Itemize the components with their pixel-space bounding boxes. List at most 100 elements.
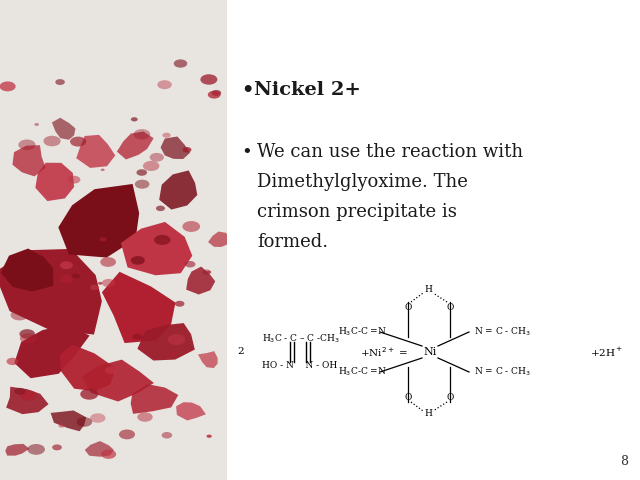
Text: H$_3$C-C =N: H$_3$C-C =N xyxy=(338,366,387,378)
Ellipse shape xyxy=(80,389,99,400)
Ellipse shape xyxy=(90,285,99,290)
Ellipse shape xyxy=(136,169,147,176)
Text: O: O xyxy=(446,302,454,312)
Bar xyxy=(0,0,227,480)
Ellipse shape xyxy=(81,330,87,334)
Polygon shape xyxy=(117,132,154,159)
Ellipse shape xyxy=(202,269,211,275)
Ellipse shape xyxy=(170,352,176,356)
Polygon shape xyxy=(58,184,139,258)
Polygon shape xyxy=(159,170,197,210)
Polygon shape xyxy=(161,136,190,159)
Polygon shape xyxy=(82,360,154,401)
Polygon shape xyxy=(5,444,29,456)
Ellipse shape xyxy=(101,450,116,459)
Ellipse shape xyxy=(52,444,62,450)
Ellipse shape xyxy=(19,329,35,339)
Ellipse shape xyxy=(150,153,164,162)
Polygon shape xyxy=(84,441,114,457)
Ellipse shape xyxy=(162,432,172,439)
Ellipse shape xyxy=(70,137,86,146)
Ellipse shape xyxy=(156,205,165,211)
Ellipse shape xyxy=(44,136,61,146)
Ellipse shape xyxy=(131,256,145,265)
Text: H: H xyxy=(424,286,432,295)
Ellipse shape xyxy=(175,301,184,307)
Text: N = C - CH$_3$: N = C - CH$_3$ xyxy=(474,366,531,378)
Polygon shape xyxy=(76,135,115,168)
Ellipse shape xyxy=(68,176,81,183)
Text: O: O xyxy=(404,393,412,401)
Polygon shape xyxy=(121,222,192,275)
Ellipse shape xyxy=(11,310,28,321)
Polygon shape xyxy=(176,402,206,420)
Text: crimson precipitate is: crimson precipitate is xyxy=(257,203,457,221)
Text: 8: 8 xyxy=(620,455,628,468)
Ellipse shape xyxy=(100,257,116,267)
Polygon shape xyxy=(102,272,175,343)
Polygon shape xyxy=(51,410,86,432)
Ellipse shape xyxy=(6,358,19,365)
Polygon shape xyxy=(60,345,116,391)
Polygon shape xyxy=(12,145,45,177)
Text: O: O xyxy=(404,302,412,312)
Text: O: O xyxy=(446,393,454,401)
Ellipse shape xyxy=(58,424,65,428)
Polygon shape xyxy=(186,266,215,295)
Ellipse shape xyxy=(157,80,172,89)
Ellipse shape xyxy=(207,434,212,438)
Ellipse shape xyxy=(173,60,188,68)
Ellipse shape xyxy=(185,261,195,267)
Ellipse shape xyxy=(55,79,65,85)
Text: H: H xyxy=(424,409,432,419)
Ellipse shape xyxy=(90,413,106,423)
Ellipse shape xyxy=(212,90,221,96)
Text: HO - N    N - OH: HO - N N - OH xyxy=(262,360,337,370)
Text: formed.: formed. xyxy=(257,233,328,251)
Ellipse shape xyxy=(105,366,116,374)
Text: N = C - CH$_3$: N = C - CH$_3$ xyxy=(474,326,531,338)
Ellipse shape xyxy=(182,147,191,153)
Ellipse shape xyxy=(98,282,102,285)
Ellipse shape xyxy=(100,168,105,171)
Polygon shape xyxy=(14,325,90,378)
Polygon shape xyxy=(52,118,76,140)
Ellipse shape xyxy=(131,117,138,121)
Ellipse shape xyxy=(154,235,170,245)
Polygon shape xyxy=(131,384,179,414)
Text: Dimethylglyoxime. The: Dimethylglyoxime. The xyxy=(257,173,468,191)
Text: +Ni$^{2+}$ =: +Ni$^{2+}$ = xyxy=(360,345,408,359)
Polygon shape xyxy=(208,231,228,247)
Ellipse shape xyxy=(20,333,36,344)
Polygon shape xyxy=(1,249,53,291)
Polygon shape xyxy=(198,351,218,368)
Text: +2H$^+$: +2H$^+$ xyxy=(590,346,623,359)
Polygon shape xyxy=(6,387,49,414)
Ellipse shape xyxy=(135,180,150,189)
Ellipse shape xyxy=(132,334,143,340)
Ellipse shape xyxy=(20,390,37,401)
Polygon shape xyxy=(0,249,102,335)
Bar xyxy=(227,0,640,480)
Text: Nickel 2+: Nickel 2+ xyxy=(254,81,361,99)
Ellipse shape xyxy=(28,444,45,455)
Ellipse shape xyxy=(19,140,36,150)
Ellipse shape xyxy=(200,74,218,84)
Ellipse shape xyxy=(208,91,221,98)
Text: H$_3$C-C =N: H$_3$C-C =N xyxy=(338,326,387,338)
Ellipse shape xyxy=(145,237,154,243)
Text: H$_3$C - C – C -CH$_3$: H$_3$C - C – C -CH$_3$ xyxy=(262,333,340,345)
Ellipse shape xyxy=(168,334,186,345)
Polygon shape xyxy=(35,163,74,201)
Text: 2: 2 xyxy=(237,348,244,357)
Ellipse shape xyxy=(207,271,211,274)
Ellipse shape xyxy=(119,430,135,439)
Ellipse shape xyxy=(182,221,200,232)
Ellipse shape xyxy=(15,388,26,395)
Ellipse shape xyxy=(163,132,171,138)
Ellipse shape xyxy=(143,161,159,171)
Ellipse shape xyxy=(134,129,150,140)
Text: Ni: Ni xyxy=(423,347,436,357)
Polygon shape xyxy=(138,323,195,360)
Ellipse shape xyxy=(60,261,73,269)
